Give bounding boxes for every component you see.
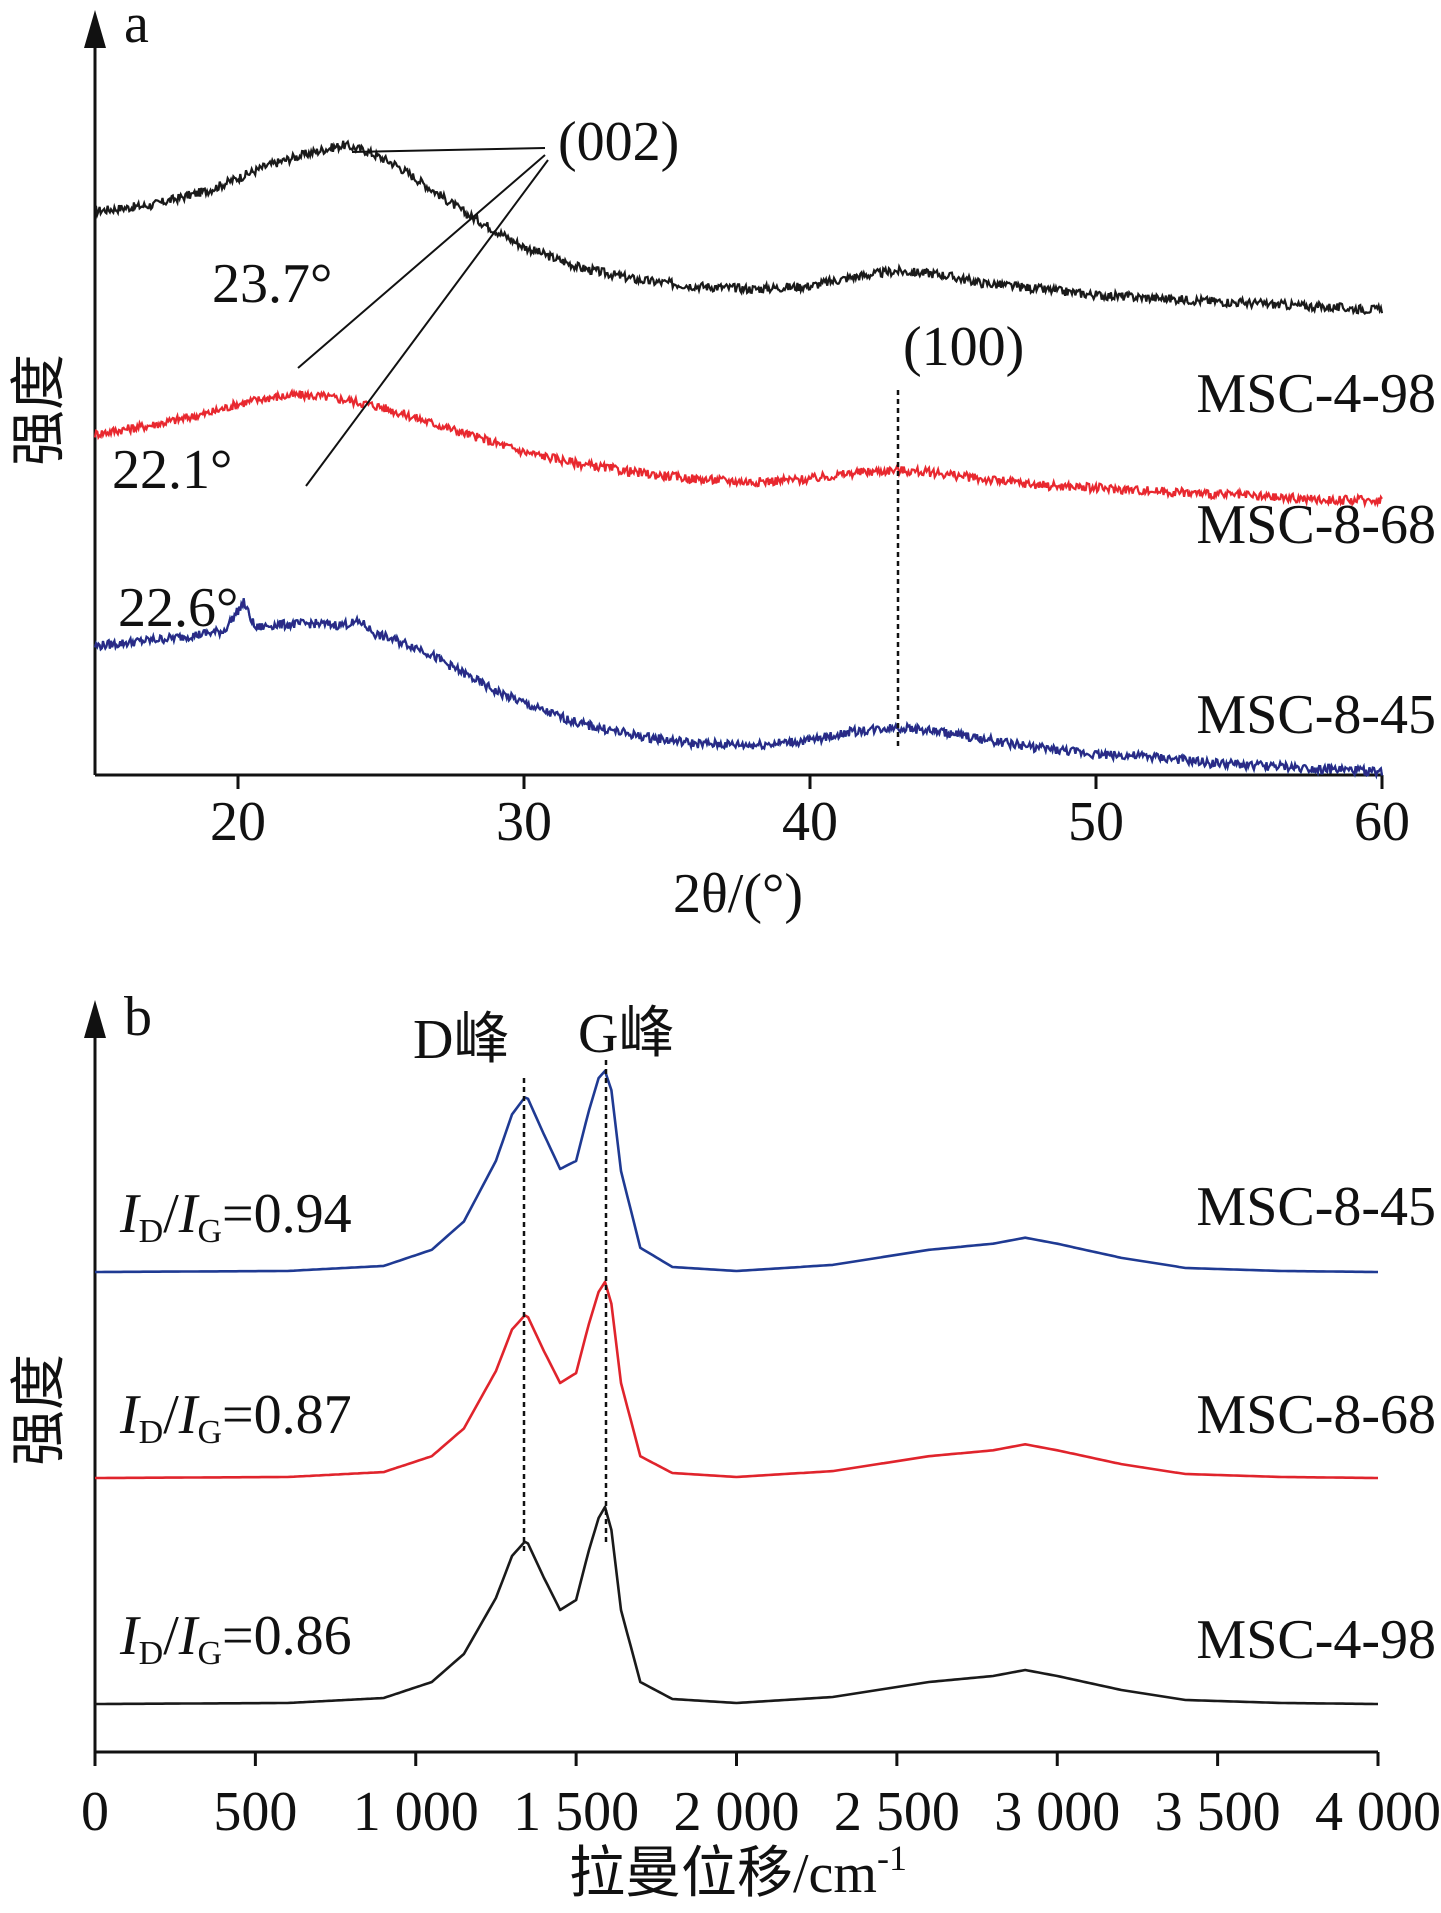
ratio-value: 0.86 — [254, 1605, 352, 1667]
panel-a-leader-blue — [305, 159, 549, 487]
panel-b-x-axis-title-sup: -1 — [877, 1838, 907, 1878]
panel-b-y-axis-title: 强度 — [9, 1354, 71, 1466]
panel-a-002-label: (002) — [558, 111, 679, 173]
panel-b-y-axis-arrow — [84, 1000, 106, 1038]
ratio-i-g: I — [178, 1605, 200, 1667]
panel-a-x-tick-label: 60 — [1354, 791, 1410, 853]
ratio-i-d: I — [119, 1384, 141, 1446]
panel-b-g-peak-label: G峰 — [578, 1003, 674, 1065]
panel-b-x-tick-label: 2 000 — [674, 1781, 800, 1843]
panel-b-series-line-msc-4-98 — [95, 1505, 1378, 1706]
panel-b-series-line-msc-8-68 — [95, 1280, 1378, 1480]
panel-b-x-ticks: 0 500 1 000 1 500 2 000 2 500 3 000 3 500 4 000 — [81, 1752, 1441, 1843]
panel-a-x-ticks: 20 30 40 50 60 — [210, 775, 1410, 853]
panel-b-x-tick-label: 4 000 — [1315, 1781, 1441, 1843]
panel-a-label-msc-8-45: MSC-8-45 — [1196, 684, 1436, 746]
panel-b-ratio-msc-4-98: ID/IG=0.86 — [119, 1605, 352, 1672]
panel-a-angle-23-7: 23.7° — [212, 253, 332, 315]
panel-b-x-tick-label: 2 500 — [834, 1781, 960, 1843]
panel-b-series — [95, 1069, 1378, 1706]
panel-b-d-peak-label: D峰 — [413, 1009, 509, 1071]
ratio-sub-g: G — [197, 1213, 222, 1250]
panel-a-y-axis-arrow — [84, 10, 106, 48]
panel-a-series-line-msc-8-68 — [93, 388, 1383, 509]
ratio-sub-d: D — [139, 1635, 164, 1672]
ratio-i-g: I — [178, 1183, 200, 1245]
panel-a-x-tick-label: 50 — [1068, 791, 1124, 853]
panel-a-label: a — [124, 0, 149, 55]
ratio-eq: = — [222, 1605, 254, 1667]
panel-b-x-axis-title-main: 拉曼位移/cm — [569, 1843, 877, 1905]
panel-b-raman-chart: b 0 500 1 000 1 500 2 000 2 500 3 000 3 500 4 00… — [9, 986, 1441, 1905]
panel-a-y-axis-title: 强度 — [9, 354, 71, 466]
ratio-sub-d: D — [139, 1213, 164, 1250]
ratio-i-g: I — [178, 1384, 200, 1446]
panel-a-angle-22-1: 22.1° — [112, 439, 232, 501]
panel-b-x-tick-label: 1 500 — [513, 1781, 639, 1843]
ratio-value: 0.87 — [254, 1384, 352, 1446]
ratio-sub-g: G — [197, 1635, 222, 1672]
panel-b-x-tick-label: 0 — [81, 1781, 109, 1843]
panel-a-100-label: (100) — [903, 316, 1024, 378]
panel-b-x-tick-label: 500 — [213, 1781, 297, 1843]
panel-b-x-tick-label: 1 000 — [353, 1781, 479, 1843]
panel-a-xrd-chart: a 20 30 40 50 60 2θ/(°) 强度 (002) (100) 23.7°… — [9, 0, 1436, 925]
ratio-slash: / — [163, 1605, 179, 1667]
panel-b-label-msc-4-98: MSC-4-98 — [1196, 1609, 1436, 1671]
panel-b-label-msc-8-68: MSC-8-68 — [1196, 1384, 1436, 1446]
panel-b-x-tick-label: 3 000 — [994, 1781, 1120, 1843]
panel-a-x-tick-label: 30 — [496, 791, 552, 853]
panel-a-x-tick-label: 20 — [210, 791, 266, 853]
panel-b-ratio-msc-8-45: ID/IG=0.94 — [119, 1183, 352, 1250]
panel-a-series-line-msc-8-45 — [93, 598, 1384, 780]
ratio-eq: = — [222, 1384, 254, 1446]
panel-a-x-tick-label: 40 — [782, 791, 838, 853]
panel-b-ratio-msc-8-68: ID/IG=0.87 — [119, 1384, 352, 1451]
panel-a-label-msc-4-98: MSC-4-98 — [1196, 363, 1436, 425]
panel-b-x-axis-title: 拉曼位移/cm-1 — [569, 1838, 907, 1905]
ratio-value: 0.94 — [254, 1183, 352, 1245]
panel-b-label: b — [124, 986, 152, 1048]
ratio-sub-g: G — [197, 1414, 222, 1451]
panel-a-label-msc-8-68: MSC-8-68 — [1196, 494, 1436, 556]
ratio-slash: / — [163, 1183, 179, 1245]
panel-a-x-axis-title: 2θ/(°) — [673, 863, 803, 925]
ratio-sub-d: D — [139, 1414, 164, 1451]
panel-a-series — [93, 139, 1384, 780]
panel-b-series-line-msc-8-45 — [95, 1069, 1378, 1274]
panel-a-series-line-msc-4-98 — [94, 139, 1384, 316]
ratio-slash: / — [163, 1384, 179, 1446]
panel-b-x-tick-label: 3 500 — [1155, 1781, 1281, 1843]
panel-a-leader-red — [297, 154, 546, 369]
ratio-i-d: I — [119, 1183, 141, 1245]
panel-a-angle-22-6: 22.6° — [118, 577, 238, 639]
ratio-eq: = — [222, 1183, 254, 1245]
panel-a-leader-black — [351, 147, 546, 153]
ratio-i-d: I — [119, 1605, 141, 1667]
panel-b-label-msc-8-45: MSC-8-45 — [1196, 1176, 1436, 1238]
